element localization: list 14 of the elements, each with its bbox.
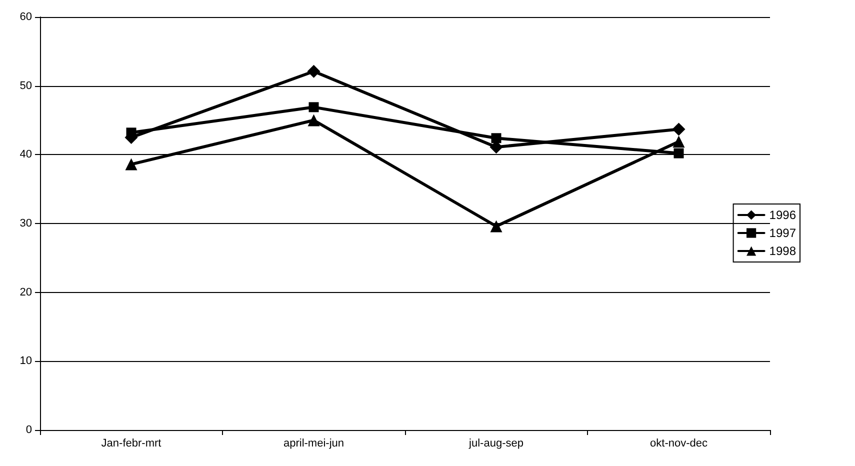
y-tick-label: 30 — [20, 218, 32, 230]
y-tick-label: 10 — [20, 355, 32, 368]
y-tick-label: 50 — [20, 80, 32, 92]
y-tick-label: 20 — [20, 286, 32, 298]
x-tick-label: okt-nov-dec — [650, 438, 708, 450]
x-tick-label: Jan-febr-mrt — [101, 438, 162, 450]
y-tick-label: 0 — [26, 424, 32, 436]
y-tick-label: 40 — [20, 148, 32, 161]
legend-label: 1998 — [769, 244, 796, 258]
x-tick-label: april-mei-jun — [283, 438, 344, 450]
x-tick-label: jul-aug-sep — [468, 438, 524, 450]
y-tick-label: 60 — [20, 11, 32, 23]
legend-label: 1996 — [769, 208, 796, 222]
legend-label: 1997 — [769, 226, 796, 240]
